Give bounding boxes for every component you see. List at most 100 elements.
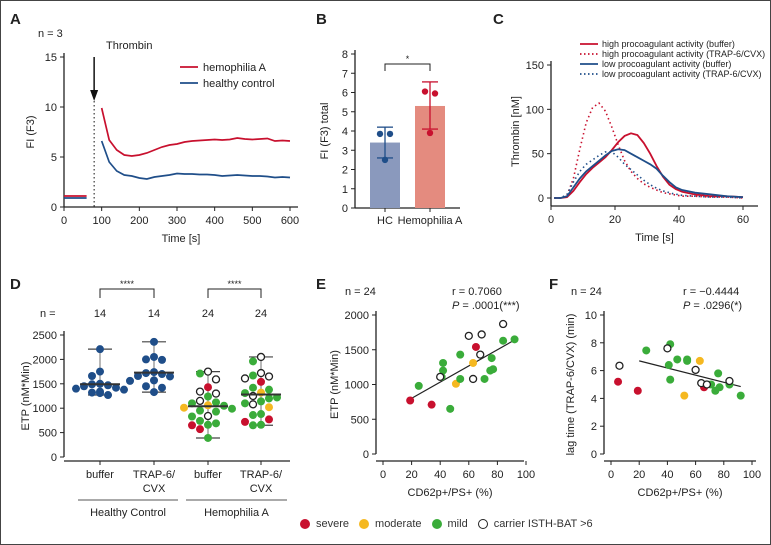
panel-e-point (499, 336, 508, 345)
panel-f-point (725, 376, 734, 386)
panel-d-xtick-label: buffer (86, 469, 114, 481)
panel-f-ytick-label: 2 (591, 421, 597, 433)
panel-d-significance-label: **** (120, 279, 135, 289)
panel-d-point (241, 417, 249, 426)
panel-d-point (180, 403, 188, 412)
panel-b-significance-bracket (384, 63, 431, 71)
panel-d-point (134, 371, 142, 380)
panel-a-ytick-label: 0 (51, 202, 57, 214)
panel-c-xtick-label: 40 (673, 214, 685, 226)
panel-d-n-value: 24 (255, 308, 267, 320)
panel-f-point (736, 391, 745, 400)
panel-d-ytick-label: 2000 (33, 354, 57, 366)
panel-f-point (702, 380, 712, 389)
panel-c-series-0 (554, 132, 744, 199)
panel-d-point (257, 410, 265, 419)
panel-d-point (265, 403, 273, 412)
panel-d-point (241, 399, 249, 408)
panel-b-ytick-label: 5 (342, 107, 348, 119)
panel-d-ytick-label: 1000 (33, 403, 57, 415)
panel-d-point (257, 397, 265, 406)
panel-f-ytick-label: 0 (591, 449, 597, 461)
panel-e-point (414, 381, 423, 390)
panel-f-xtick-label: 0 (608, 469, 614, 481)
panel-e-xtick-label: 100 (517, 469, 535, 481)
severe-label: severe (316, 518, 350, 530)
panel-f-point (664, 361, 673, 370)
panel-d-point (228, 404, 236, 413)
panel-c-ytick-label: 0 (538, 193, 544, 205)
panel-d-point (240, 374, 250, 383)
panel-label-b: B (316, 11, 327, 28)
panel-b-ytick-label: 6 (342, 88, 348, 100)
panel-d-group-label: Hemophilia A (204, 507, 269, 519)
panel-b-ytick-label: 8 (342, 49, 348, 61)
panel-d-ytick-label: 0 (51, 452, 57, 464)
panel-d-point (195, 387, 205, 396)
panel-d-point (265, 385, 273, 394)
panel-d-significance-bracket (207, 288, 262, 298)
panel-f-point (666, 375, 675, 384)
panel-f-point (673, 355, 682, 364)
panel-d-point (256, 352, 266, 362)
panel-e-point (477, 330, 486, 339)
panel-a-xtick-label: 0 (61, 215, 67, 227)
panel-d-xtick-label: CVX (250, 483, 273, 495)
panel-d-point (265, 415, 273, 424)
panel-b-significance-label: * (406, 54, 410, 64)
panel-e-point (469, 358, 478, 367)
panel-d-point (249, 383, 257, 392)
panel-f-point (714, 369, 723, 378)
panel-d-point (88, 371, 96, 380)
panel-d-point (211, 375, 221, 384)
panel-e-point (446, 404, 455, 413)
panel-a-n-label: n = 3 (38, 28, 63, 40)
panel-d-point (203, 367, 213, 376)
panel-c-xtick-label: 60 (737, 214, 749, 226)
panel-e-n-label: n = 24 (345, 286, 376, 298)
panel-c-ytick-label: 100 (526, 104, 544, 116)
panel-b-point (421, 88, 429, 95)
panel-d-point (150, 388, 158, 397)
panel-d-point (188, 412, 196, 421)
panel-d-point (212, 398, 220, 407)
panel-c-ytick-label: 50 (532, 149, 544, 161)
panel-d-n-value: 14 (148, 308, 160, 320)
panel-c-ytick-label: 150 (526, 60, 544, 72)
panel-d-y-axis-label: ETP (nM*Min) (20, 362, 32, 431)
panel-d-significance-bracket (99, 288, 155, 298)
panel-d-point (112, 383, 120, 392)
panel-f-p-label: P = .0296(*) (683, 300, 742, 312)
panel-f-point (683, 356, 692, 365)
moderate-swatch (359, 519, 370, 529)
panel-b-point (381, 156, 389, 164)
panel-e-xtick-label: 80 (491, 469, 503, 481)
panel-e-ytick-label: 500 (351, 414, 369, 426)
panel-d-point (196, 406, 204, 415)
panel-b-ytick-label: 1 (342, 184, 348, 196)
panel-e-point (510, 335, 519, 344)
panel-b-ytick-label: 4 (342, 126, 348, 138)
panel-d-point (104, 391, 112, 400)
panel-b-point (376, 130, 384, 138)
panel-e-ytick-label: 0 (363, 449, 369, 461)
panel-c-legend-label: low procoagulant activity (TRAP-6/CVX) (602, 69, 762, 79)
panel-f-point (633, 386, 642, 395)
panel-f-r-label: r = −0.4444 (683, 286, 739, 298)
panel-d-n-value: 24 (202, 308, 214, 320)
panel-b-point (431, 90, 439, 97)
panel-f-xtick-label: 100 (743, 469, 761, 481)
panel-f-x-axis-label: CD62p+/PS+ (%) (638, 487, 723, 499)
panel-d-point (257, 420, 265, 429)
panel-a-legend-label: hemophilia A (203, 62, 267, 74)
panel-d-point (158, 383, 166, 392)
panel-b-point (386, 130, 394, 138)
panel-d-xtick-label: buffer (194, 469, 222, 481)
panel-e-ytick-label: 2000 (345, 310, 369, 322)
panel-a-xtick-label: 500 (243, 215, 261, 227)
panel-f-ytick-label: 4 (591, 393, 597, 405)
panel-d-n-label: n = (40, 308, 56, 320)
panel-f-xtick-label: 20 (633, 469, 645, 481)
panel-d-point (88, 388, 96, 397)
